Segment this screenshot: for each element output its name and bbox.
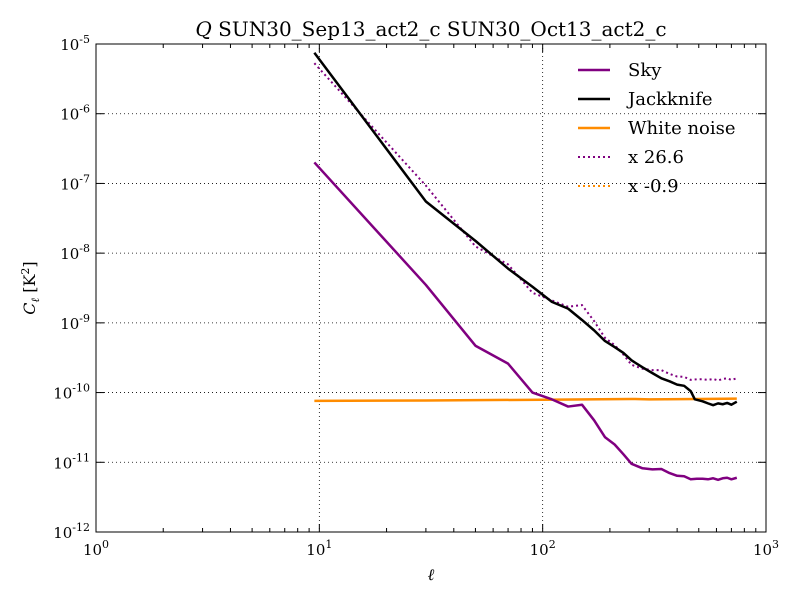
x-axis-label: ℓ bbox=[428, 565, 435, 584]
series-layer bbox=[313, 51, 738, 482]
legend-label: Jackknife bbox=[626, 89, 713, 110]
plot-area bbox=[96, 44, 766, 532]
y-tick-label: 10-9 bbox=[60, 312, 90, 333]
y-label-unit: [K bbox=[20, 274, 39, 298]
y-tick-base: 10 bbox=[53, 454, 72, 472]
x-tick-base: 10 bbox=[530, 541, 549, 559]
series-line-2 bbox=[314, 397, 737, 403]
y-tick-base: 10 bbox=[53, 524, 72, 542]
y-tick-base: 10 bbox=[60, 36, 79, 54]
x-tick-base: 10 bbox=[83, 541, 102, 559]
y-tick-exp: -5 bbox=[79, 33, 90, 46]
y-tick-label: 10-8 bbox=[60, 242, 90, 263]
y-label-sub: ℓ bbox=[29, 297, 42, 302]
legend-label: x -0.9 bbox=[628, 176, 679, 197]
x-tick-exp: 2 bbox=[549, 538, 556, 551]
y-label-unit-close: ] bbox=[20, 261, 39, 267]
y-tick-label: 10-5 bbox=[60, 33, 90, 54]
y-tick-base: 10 bbox=[60, 245, 79, 263]
legend: Sky Jackknife White noise x 26.6 x -0.9 bbox=[578, 60, 736, 197]
x-tick-exp: 1 bbox=[325, 538, 332, 551]
y-label-unit-sup: 2 bbox=[19, 268, 32, 275]
plot-frame bbox=[95, 43, 767, 533]
x-tick-label: 103 bbox=[753, 538, 779, 559]
y-tick-label: 10-7 bbox=[60, 172, 90, 193]
x-tick-base: 10 bbox=[753, 541, 772, 559]
y-axis-label: Cℓ [K2] bbox=[19, 261, 42, 314]
y-tick-exp: -12 bbox=[72, 521, 90, 534]
y-tick-base: 10 bbox=[60, 175, 79, 193]
series-line-0 bbox=[313, 161, 738, 482]
title-rest: SUN30_Sep13_act2_c SUN30_Oct13_act2_c bbox=[212, 17, 667, 41]
legend-label: x 26.6 bbox=[628, 147, 684, 168]
y-tick-exp: -11 bbox=[72, 451, 90, 464]
y-tick-label: 10-6 bbox=[60, 103, 90, 124]
chart-title: Q SUN30_Sep13_act2_c SUN30_Oct13_act2_c bbox=[195, 17, 666, 41]
x-tick-base: 10 bbox=[306, 541, 325, 559]
series-line-3 bbox=[313, 62, 738, 382]
x-tick-exp: 3 bbox=[772, 538, 779, 551]
y-tick-base: 10 bbox=[53, 385, 72, 403]
grid bbox=[96, 44, 766, 532]
y-tick-label: 10-10 bbox=[53, 382, 90, 403]
legend-label: White noise bbox=[628, 118, 736, 139]
y-tick-exp: -9 bbox=[79, 312, 90, 325]
legend-label: Sky bbox=[628, 60, 662, 81]
y-tick-exp: -6 bbox=[79, 103, 90, 116]
y-tick-exp: -8 bbox=[79, 242, 90, 255]
tick-marks bbox=[95, 43, 767, 533]
x-tick-labels: 100 101 102 103 bbox=[83, 538, 779, 559]
y-tick-exp: -7 bbox=[79, 172, 90, 185]
y-tick-label: 10-12 bbox=[53, 521, 90, 542]
x-tick-label: 102 bbox=[530, 538, 556, 559]
x-tick-label: 101 bbox=[306, 538, 332, 559]
y-tick-base: 10 bbox=[60, 315, 79, 333]
y-tick-base: 10 bbox=[60, 106, 79, 124]
y-tick-label: 10-11 bbox=[53, 451, 90, 472]
x-tick-label: 100 bbox=[83, 538, 109, 559]
y-label-main: C bbox=[20, 302, 39, 314]
y-tick-exp: -10 bbox=[72, 382, 90, 395]
series-line-1 bbox=[313, 51, 738, 407]
x-tick-exp: 0 bbox=[102, 538, 109, 551]
title-prefix: Q bbox=[195, 17, 211, 41]
